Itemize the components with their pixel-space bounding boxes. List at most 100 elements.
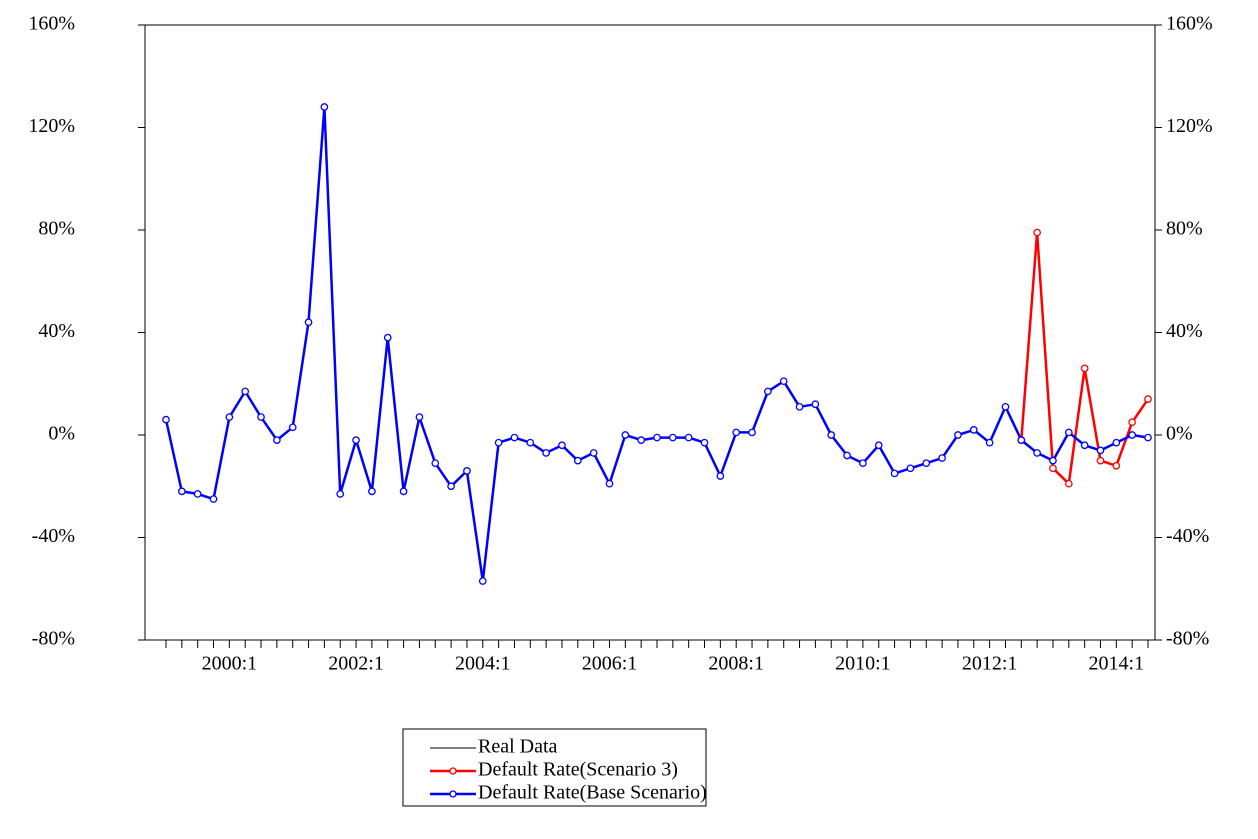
y2-tick-label: -40% — [1166, 525, 1209, 547]
series-marker — [1112, 461, 1121, 470]
series-marker — [383, 333, 392, 342]
x-tick-label: 2008:1 — [708, 653, 764, 675]
series-marker — [938, 454, 946, 462]
y2-tick-label: 120% — [1166, 115, 1213, 137]
series-marker — [985, 438, 994, 447]
x-tick-label: 2014:1 — [1089, 653, 1145, 675]
series-marker — [922, 459, 931, 468]
x-tick-label: 2004:1 — [455, 653, 511, 675]
y-tick-label: 120% — [28, 115, 75, 137]
y-tick-label: 0% — [48, 423, 75, 445]
series-marker — [827, 431, 836, 439]
y2-tick-label: 0% — [1166, 423, 1193, 445]
series-marker — [779, 377, 788, 386]
series-marker — [890, 469, 899, 478]
series-marker — [874, 441, 883, 450]
x-tick-label: 2012:1 — [962, 653, 1018, 675]
series-marker — [732, 428, 741, 437]
series-marker — [637, 436, 646, 444]
series-marker — [605, 479, 614, 488]
series-marker — [463, 467, 471, 475]
y2-tick-label: -80% — [1166, 628, 1209, 650]
series-line — [164, 105, 1149, 583]
series-marker — [1144, 395, 1152, 403]
series-marker — [1096, 446, 1105, 455]
series-marker — [193, 490, 202, 498]
x-tick-label: 2002:1 — [328, 653, 384, 675]
series-marker — [1064, 479, 1073, 488]
series-marker — [431, 459, 440, 468]
series-marker — [510, 433, 519, 442]
series-marker — [859, 459, 867, 468]
series-marker — [288, 423, 297, 432]
series-marker — [1033, 449, 1041, 457]
series-marker — [415, 413, 424, 421]
series-marker — [225, 413, 234, 421]
series-marker — [209, 495, 218, 503]
y-tick-label: -80% — [32, 628, 75, 650]
legend-label: Default Rate(Scenario 3) — [478, 759, 678, 781]
x-tick-label: 2010:1 — [835, 653, 891, 675]
series-line — [165, 106, 1022, 582]
series-marker — [336, 490, 345, 498]
series-marker — [653, 433, 661, 442]
series-marker — [795, 402, 804, 411]
series-marker — [589, 449, 598, 457]
series-marker — [716, 472, 725, 480]
series-marker — [969, 426, 978, 434]
y-tick-label: 160% — [28, 13, 75, 35]
series-marker — [1080, 364, 1089, 373]
series-marker — [320, 103, 329, 111]
series-marker — [811, 400, 820, 409]
series-marker — [447, 482, 455, 491]
y-tick-label: 80% — [38, 218, 75, 240]
series-marker — [954, 431, 962, 439]
series-marker — [700, 438, 709, 447]
series-marker — [257, 413, 265, 421]
series-marker — [162, 415, 170, 424]
series-marker — [526, 438, 535, 447]
plot-frame — [144, 24, 1156, 641]
series-marker — [1017, 436, 1026, 444]
series-marker — [352, 436, 360, 444]
series-marker — [368, 487, 376, 496]
y2-tick-label: 40% — [1166, 320, 1203, 342]
series-marker — [304, 318, 313, 327]
series-marker — [1112, 438, 1121, 447]
series-marker — [684, 433, 693, 442]
series-marker — [241, 387, 250, 396]
series-marker — [573, 456, 582, 465]
legend-marker — [449, 767, 457, 775]
series-marker — [494, 438, 503, 447]
legend-label: Real Data — [478, 736, 558, 758]
y2-tick-label: 80% — [1166, 218, 1203, 240]
x-tick-label: 2000:1 — [202, 653, 258, 675]
series-marker — [764, 387, 772, 396]
x-tick-label: 2006:1 — [582, 653, 638, 675]
series-marker — [478, 577, 487, 585]
series-marker — [1033, 228, 1041, 237]
series-marker — [399, 487, 408, 496]
series-marker — [1064, 428, 1073, 437]
series-marker — [1080, 441, 1089, 450]
series-marker — [542, 449, 550, 457]
series-marker — [1001, 402, 1010, 411]
y-tick-label: -40% — [32, 525, 75, 547]
series-marker — [1128, 431, 1137, 439]
series-marker — [177, 487, 186, 496]
series-marker — [1128, 418, 1137, 427]
series-marker — [668, 433, 677, 442]
series-marker — [1144, 433, 1152, 442]
series-marker — [1049, 456, 1057, 465]
series-marker — [843, 451, 851, 460]
series-marker — [1096, 456, 1105, 465]
legend-label: Default Rate(Base Scenario) — [478, 782, 707, 804]
series-marker — [621, 431, 630, 439]
series-marker — [273, 436, 281, 444]
series-marker — [906, 464, 915, 473]
series-marker — [748, 428, 756, 437]
legend-marker — [449, 790, 457, 798]
series-marker — [558, 441, 566, 450]
